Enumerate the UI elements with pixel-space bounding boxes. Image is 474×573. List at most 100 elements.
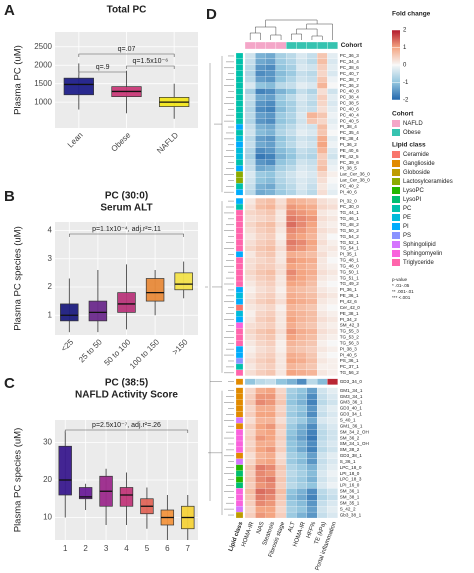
legend-label: LysoPC (403, 188, 424, 194)
heatmap-cell (327, 106, 338, 113)
heatmap-cell (306, 106, 318, 113)
column-label: NAS (256, 521, 266, 535)
heatmap-cell (306, 129, 318, 137)
lipid-class-cell (235, 189, 244, 196)
cohort-cell (244, 41, 256, 50)
panel-label: A (4, 2, 15, 19)
heatmap-cell (306, 328, 318, 335)
heatmap-cell (286, 488, 297, 495)
heatmap-cell (306, 198, 318, 205)
lipid-class-cell (235, 280, 244, 288)
heatmap-cell (275, 316, 287, 323)
heatmap-cell (296, 165, 307, 172)
heatmap-cell (286, 494, 297, 501)
x-tick-label: >150 (170, 337, 189, 356)
row-label: TG_46_0 (340, 263, 360, 268)
row-label: PI_38_5 (340, 166, 358, 171)
heatmap-cell (275, 298, 287, 305)
row-label: PC_36_3 (340, 53, 360, 58)
heatmap-cell (255, 405, 266, 412)
heatmap-cell (317, 153, 328, 160)
row-label: TG_53_2 (340, 335, 360, 340)
lipid-class-cell (235, 88, 244, 95)
column-label: HFF% (306, 521, 318, 540)
heatmap-cell (255, 352, 266, 359)
heatmap-cell (275, 286, 287, 293)
heatmap-cell (255, 494, 266, 501)
heatmap-cell (306, 171, 318, 178)
heatmap-cell (255, 417, 266, 424)
heatmap-cell (296, 304, 307, 311)
heatmap-cell (255, 147, 266, 154)
heatmap-cell (327, 506, 338, 513)
lipid-class-cell (235, 135, 244, 142)
heatmap-cell (286, 458, 297, 465)
heatmap-cell (275, 147, 287, 154)
heatmap-cell (296, 118, 307, 125)
heatmap-cell (296, 494, 307, 501)
heatmap-cell (327, 123, 338, 131)
heatmap-cell (286, 316, 297, 323)
heatmap-cell (296, 511, 307, 519)
heatmap-cell (275, 123, 287, 131)
heatmap-cell (265, 165, 277, 172)
heatmap-cell (286, 378, 297, 385)
heatmap-cell (275, 263, 287, 270)
heatmap-cell (275, 52, 287, 60)
heatmap-cell (286, 506, 297, 513)
heatmap-cell (317, 340, 328, 347)
heatmap-cell (296, 286, 307, 293)
heatmap-cell (286, 464, 297, 471)
heatmap-cell (244, 470, 256, 477)
heatmap-cell (255, 177, 266, 184)
heatmap-cell (296, 112, 307, 119)
heatmap-cell (244, 434, 256, 442)
heatmap-cell (255, 452, 266, 459)
heatmap-cell (327, 458, 338, 465)
heatmap-cell (317, 198, 328, 205)
heatmap-cell (317, 94, 328, 101)
heatmap-cell (255, 434, 266, 442)
heatmap-cell (286, 423, 297, 430)
legend-label: Sphingolipid (403, 242, 436, 248)
heatmap-cell (327, 488, 338, 495)
heatmap-cell (306, 352, 318, 359)
heatmap-cell (296, 369, 307, 376)
heatmap-cell (265, 227, 277, 234)
heatmap-cell (265, 298, 277, 305)
y-tick-label: 20 (43, 475, 52, 484)
row-label: PC_34_4 (340, 59, 360, 64)
heatmap-cell (275, 340, 287, 347)
heatmap-cell (244, 446, 256, 453)
heatmap-cell (286, 171, 297, 178)
y-axis-label: Plasma PC species (uM) (13, 428, 24, 533)
row-label: PI_36_2 (340, 142, 358, 147)
heatmap-cell (255, 423, 266, 430)
heatmap-cell (255, 482, 266, 489)
row-label: TG_54_1 (340, 246, 360, 251)
heatmap-cell (265, 310, 277, 317)
row-label: SM_38_1 (340, 494, 360, 499)
heatmap-cell (244, 100, 256, 107)
heatmap-cell (317, 189, 328, 196)
heatmap-cell (255, 100, 266, 107)
heatmap-cell (327, 482, 338, 489)
heatmap-cell (327, 147, 338, 154)
heatmap-cell (317, 310, 328, 317)
heatmap-cell (244, 203, 256, 211)
heatmap-cell (317, 440, 328, 448)
heatmap-cell (317, 399, 328, 406)
heatmap-cell (306, 159, 318, 166)
x-tick-label: 4 (124, 544, 129, 553)
legend-label: LysoPI (403, 197, 421, 203)
y-axis-label: Plasma PC species (uM) (13, 226, 24, 331)
heatmap-cell (275, 94, 287, 101)
heatmap-cell (327, 112, 338, 119)
heatmap-cell (296, 129, 307, 137)
x-tick-label: 100 to 150 (128, 337, 161, 370)
heatmap-cell (265, 464, 277, 471)
heatmap-cell (275, 405, 287, 412)
heatmap-cell (286, 399, 297, 406)
heatmap-cell (275, 129, 287, 137)
heatmap-cell (317, 429, 328, 436)
